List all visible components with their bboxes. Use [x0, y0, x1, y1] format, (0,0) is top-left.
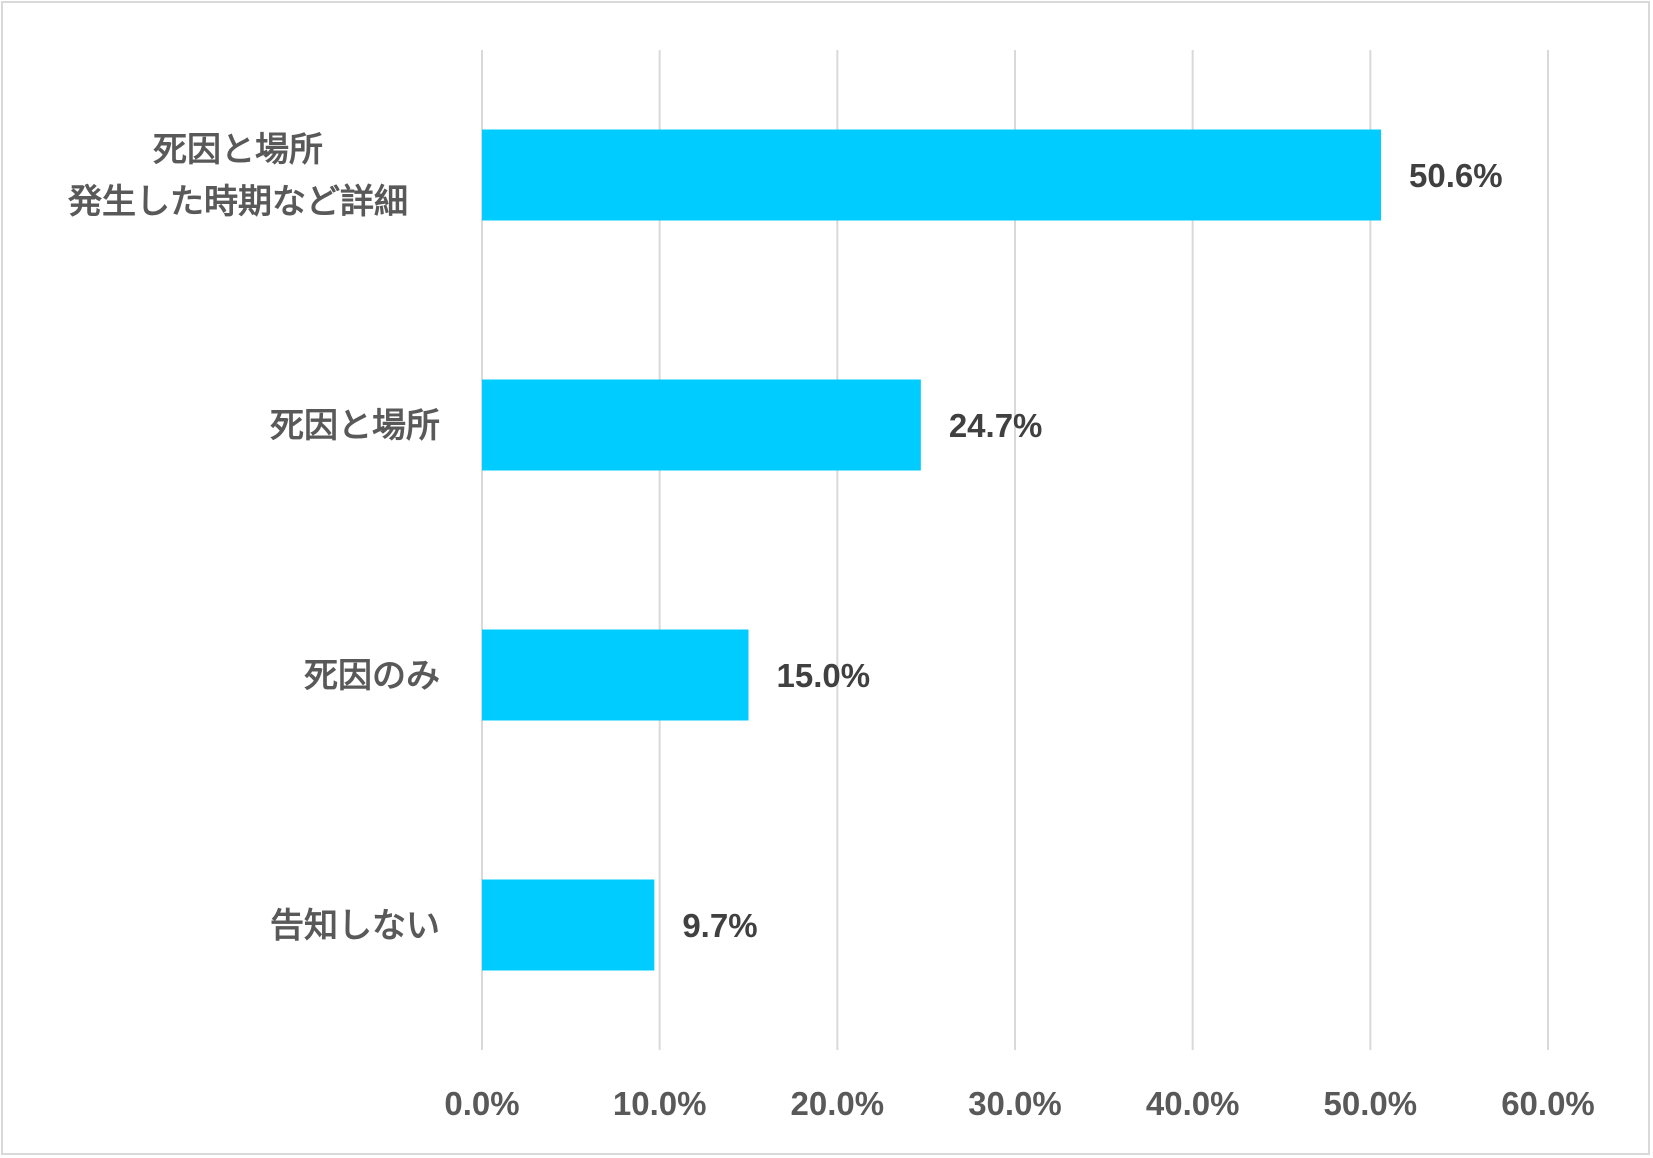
x-tick-label: 30.0% — [968, 1085, 1062, 1122]
x-tick-label: 0.0% — [444, 1085, 519, 1122]
bar — [482, 129, 1381, 221]
data-label: 24.7% — [949, 407, 1043, 444]
x-axis-tick-labels: 0.0% 10.0% 20.0% 30.0% 40.0% 50.0% 60.0% — [444, 1085, 1594, 1122]
category-label: 告知しない — [270, 906, 440, 946]
x-tick-label: 20.0% — [791, 1085, 885, 1122]
data-labels: 50.6% 24.7% 15.0% 9.7% — [682, 157, 1502, 944]
category-label: 死因のみ — [304, 656, 440, 696]
bar — [482, 629, 749, 721]
data-label: 15.0% — [777, 657, 871, 694]
x-tick-label: 10.0% — [613, 1085, 707, 1122]
x-tick-label: 40.0% — [1146, 1085, 1240, 1122]
bar — [482, 879, 655, 971]
data-label: 50.6% — [1409, 157, 1503, 194]
bars — [482, 129, 1381, 971]
x-tick-label: 50.0% — [1324, 1085, 1418, 1122]
bar — [482, 379, 921, 471]
category-label: 死因と場所 — [153, 130, 323, 170]
category-label: 発生した時期など詳細 — [68, 182, 408, 222]
x-tick-label: 60.0% — [1501, 1085, 1595, 1122]
category-label: 死因と場所 — [270, 406, 440, 446]
data-label: 9.7% — [682, 907, 757, 944]
